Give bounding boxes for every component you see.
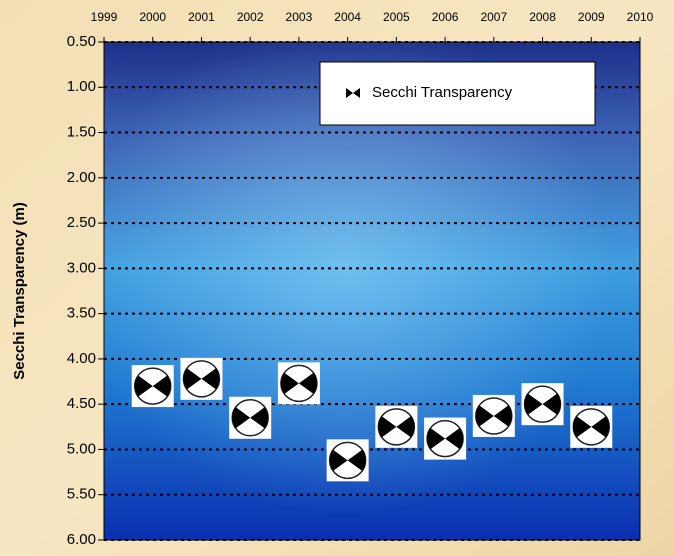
y-tick-label: 6.00 [67, 531, 96, 548]
marker-quadrants [573, 416, 610, 438]
marker-quadrants [427, 428, 464, 450]
marker-quadrants [475, 405, 512, 427]
y-tick-label: 2.00 [67, 169, 96, 186]
y-tick-label: 3.00 [67, 259, 96, 276]
x-tick-label: 2008 [529, 10, 556, 24]
x-tick-label: 2003 [286, 10, 313, 24]
marker-quadrants [524, 393, 561, 415]
y-tick-label: 0.50 [67, 33, 96, 50]
marker-quadrants [280, 372, 317, 394]
y-tick-label: 3.50 [67, 305, 96, 322]
legend-label: Secchi Transparency [372, 84, 513, 101]
x-tick-label: 2002 [237, 10, 264, 24]
y-tick-label: 5.50 [67, 486, 96, 503]
secchi-marker [570, 405, 613, 448]
x-tick-label: 1999 [91, 10, 118, 24]
x-tick-label: 2007 [480, 10, 507, 24]
legend-symbol [346, 88, 360, 98]
secchi-marker [424, 417, 467, 460]
y-tick-label: 2.50 [67, 214, 96, 231]
x-tick-label: 2009 [578, 10, 605, 24]
y-axis-title: Secchi Transparency (m) [11, 202, 28, 380]
secchi-marker [229, 396, 272, 439]
secchi-marker [277, 362, 320, 405]
y-tick-label: 4.50 [67, 395, 96, 412]
legend-box [319, 61, 596, 126]
x-tick-label: 2001 [188, 10, 215, 24]
x-tick-label: 2004 [334, 10, 361, 24]
secchi-marker [326, 439, 369, 482]
marker-quadrants [378, 416, 415, 438]
x-tick-label: 2000 [139, 10, 166, 24]
x-tick-label: 2010 [627, 10, 654, 24]
marker-quadrants [134, 375, 171, 397]
secchi-marker [472, 394, 515, 437]
marker-quadrants [183, 368, 220, 390]
secchi-marker [180, 357, 223, 400]
y-tick-label: 1.50 [67, 124, 96, 141]
secchi-marker [521, 383, 564, 426]
y-tick-label: 4.00 [67, 350, 96, 367]
secchi-marker [375, 405, 418, 448]
y-tick-label: 1.00 [67, 78, 96, 95]
marker-quadrants [232, 407, 269, 429]
secchi-marker [131, 365, 174, 408]
x-tick-label: 2006 [432, 10, 459, 24]
x-tick-label: 2005 [383, 10, 410, 24]
marker-quadrants [329, 449, 366, 471]
y-tick-label: 5.00 [67, 440, 96, 457]
